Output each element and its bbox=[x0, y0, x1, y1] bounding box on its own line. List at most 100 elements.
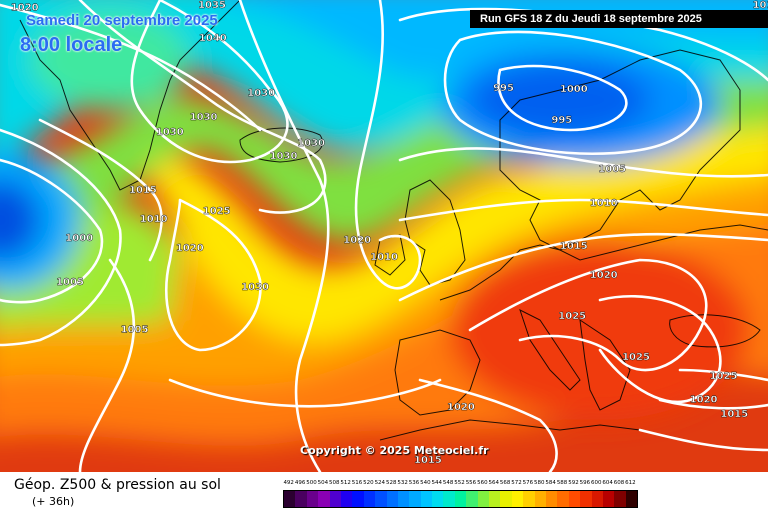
legend-value: 588 bbox=[556, 480, 568, 486]
legend-value: 608 bbox=[613, 480, 625, 486]
legend-value: 528 bbox=[385, 480, 397, 486]
legend-swatch bbox=[489, 491, 501, 507]
legend-swatch bbox=[409, 491, 421, 507]
isobar-label: 1030 bbox=[297, 138, 325, 149]
isobar-label: 1025 bbox=[710, 371, 738, 382]
run-info: Run GFS 18 Z du Jeudi 18 septembre 2025 bbox=[470, 10, 768, 28]
legend-value: 604 bbox=[602, 480, 613, 486]
isobar-label: 1030 bbox=[190, 112, 218, 123]
legend-value: 548 bbox=[442, 480, 454, 486]
isobar-label: 1010 bbox=[590, 198, 618, 209]
isobar-label: 1010 bbox=[370, 252, 398, 263]
geopotential-field bbox=[0, 0, 768, 472]
isobar-label: 1030 bbox=[156, 127, 184, 138]
legend-swatch bbox=[511, 491, 524, 507]
isobars bbox=[0, 0, 768, 472]
legend-swatch bbox=[386, 491, 398, 507]
isobar-label: 1025 bbox=[203, 206, 231, 217]
legend-swatch bbox=[591, 491, 603, 507]
legend-value: 520 bbox=[363, 480, 374, 486]
legend-value: 556 bbox=[465, 480, 477, 486]
legend-value: 568 bbox=[499, 480, 511, 486]
legend-swatch bbox=[568, 491, 581, 507]
legend-value: 600 bbox=[590, 480, 602, 486]
legend-swatch bbox=[466, 491, 478, 507]
legend-value: 564 bbox=[488, 480, 499, 486]
legend-swatch bbox=[580, 491, 592, 507]
legend-value: 532 bbox=[397, 480, 408, 486]
weather-map: 1020 1035 1040 1030 1030 1030 1030 1030 1015 1010… bbox=[0, 0, 768, 472]
legend-value: 592 bbox=[568, 480, 579, 486]
legend-swatch bbox=[443, 491, 455, 507]
legend-value: 544 bbox=[431, 480, 443, 486]
footer-title: Géop. Z500 & pression au sol bbox=[14, 477, 221, 493]
legend-value: 580 bbox=[534, 480, 545, 486]
legend-swatch bbox=[329, 491, 341, 507]
isobar-label: 995 bbox=[551, 115, 572, 126]
legend-value: 536 bbox=[408, 480, 420, 486]
legend-swatch bbox=[420, 491, 433, 507]
legend-swatch bbox=[318, 491, 330, 507]
legend-value: 492 bbox=[283, 480, 294, 486]
legend-swatch bbox=[397, 491, 410, 507]
isobar-label: 1015 bbox=[560, 241, 588, 252]
legend-swatch bbox=[454, 491, 467, 507]
legend-swatch bbox=[625, 491, 638, 507]
isobar-label: 1025 bbox=[622, 352, 650, 363]
legend-value: 584 bbox=[545, 480, 556, 486]
isobar-label: 1015 bbox=[129, 185, 157, 196]
legend-value: 500 bbox=[306, 480, 317, 486]
isobar-label: 1030 bbox=[241, 282, 269, 293]
isobar-label: 1030 bbox=[270, 151, 298, 162]
forecast-date: Samedi 20 septembre 2025 bbox=[26, 12, 218, 29]
isobar-label: 1020 bbox=[447, 402, 475, 413]
legend-value: 540 bbox=[420, 480, 431, 486]
legend-swatch bbox=[500, 491, 512, 507]
legend-swatch bbox=[602, 491, 615, 507]
legend-swatch bbox=[432, 491, 444, 507]
legend-value: 552 bbox=[454, 480, 465, 486]
footer: Géop. Z500 & pression au sol (+ 36h) 492… bbox=[0, 472, 768, 512]
isobar-label: 1005 bbox=[121, 325, 149, 336]
legend-value: 496 bbox=[294, 480, 306, 486]
legend-value: 508 bbox=[329, 480, 340, 486]
legend-labels: 492 496 500 504 508 512 516 520 524 528 532 536 540 5… bbox=[283, 480, 636, 488]
legend-swatch bbox=[477, 491, 490, 507]
legend-swatch bbox=[340, 491, 353, 507]
isobar-label: 1010 bbox=[753, 0, 768, 11]
isobar-label: 1030 bbox=[247, 88, 275, 99]
isobar-label: 1015 bbox=[414, 455, 442, 466]
isobar-label: 1020 bbox=[11, 2, 39, 13]
isobar-label: 1035 bbox=[198, 0, 226, 11]
legend-swatch bbox=[375, 491, 387, 507]
legend-swatch bbox=[557, 491, 569, 507]
legend-swatch bbox=[534, 491, 546, 507]
legend-value: 576 bbox=[522, 480, 534, 486]
legend-swatch bbox=[363, 491, 376, 507]
legend-value: 516 bbox=[351, 480, 363, 486]
isobar-label: 1040 bbox=[199, 33, 227, 44]
legend-swatch bbox=[306, 491, 319, 507]
isobar-label: 1020 bbox=[176, 243, 204, 254]
legend-value: 504 bbox=[317, 480, 329, 486]
pressure-labels: 1020 1035 1040 1030 1030 1030 1030 1030 1015 1010… bbox=[11, 0, 768, 466]
legend-value: 560 bbox=[477, 480, 488, 486]
forecast-time: 8:00 locale bbox=[20, 34, 123, 56]
legend-swatch bbox=[295, 491, 307, 507]
legend-swatch bbox=[614, 491, 626, 507]
color-legend bbox=[283, 490, 639, 508]
legend-swatch bbox=[523, 491, 535, 507]
isobar-label: 995 bbox=[493, 83, 514, 94]
isobar-label: 1020 bbox=[343, 235, 371, 246]
isobar-label: 1015 bbox=[720, 409, 748, 420]
legend-swatch bbox=[545, 491, 558, 507]
legend-value: 512 bbox=[340, 480, 351, 486]
legend-value: 596 bbox=[579, 480, 591, 486]
isobar-label: 1025 bbox=[558, 311, 586, 322]
isobar-label: 1005 bbox=[56, 277, 84, 288]
isobar-label: 1000 bbox=[560, 84, 588, 95]
copyright: Copyright © 2025 Meteociel.fr bbox=[300, 444, 489, 457]
legend-swatch bbox=[352, 491, 364, 507]
footer-subtitle: (+ 36h) bbox=[32, 495, 75, 508]
isobar-label: 1020 bbox=[590, 270, 618, 281]
